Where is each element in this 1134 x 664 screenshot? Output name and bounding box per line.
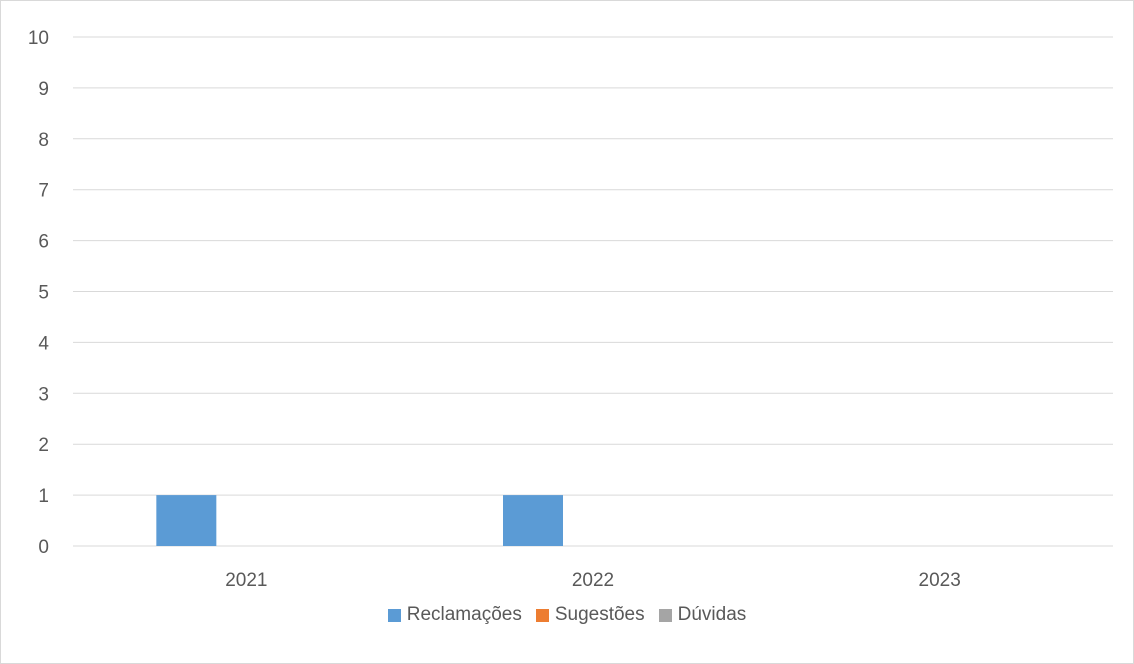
y-tick-label: 0: [38, 537, 49, 558]
legend-swatch-sugestoes: [535, 608, 549, 622]
y-tick-label: 2: [38, 435, 49, 456]
y-tick-label: 8: [38, 130, 49, 151]
legend-item-reclamacoes: Reclamações: [387, 604, 522, 626]
y-tick-label: 1: [38, 486, 49, 507]
legend: Reclamações Sugestões Dúvidas: [1, 604, 1133, 626]
bar-Reclamações-2022: [503, 495, 563, 546]
y-tick-label: 5: [38, 283, 49, 304]
legend-item-sugestoes: Sugestões: [535, 604, 645, 626]
y-tick-label: 6: [38, 232, 49, 253]
y-tick-label: 4: [38, 333, 49, 354]
y-tick-label: 7: [38, 181, 49, 202]
y-tick-label: 3: [38, 384, 49, 405]
y-tick-label: 10: [28, 28, 49, 49]
bar-Reclamações-2021: [156, 495, 217, 546]
y-tick-label: 9: [38, 79, 49, 100]
legend-label-sugestoes: Sugestões: [554, 604, 645, 625]
legend-label-duvidas: Dúvidas: [677, 604, 747, 625]
legend-label-reclamacoes: Reclamações: [406, 604, 522, 625]
x-tick-label: 2022: [572, 570, 614, 591]
x-tick-label: 2021: [225, 570, 267, 591]
legend-item-duvidas: Dúvidas: [658, 604, 747, 626]
legend-swatch-duvidas: [658, 608, 672, 622]
x-tick-label: 2023: [919, 570, 961, 591]
legend-swatch-reclamacoes: [387, 608, 401, 622]
